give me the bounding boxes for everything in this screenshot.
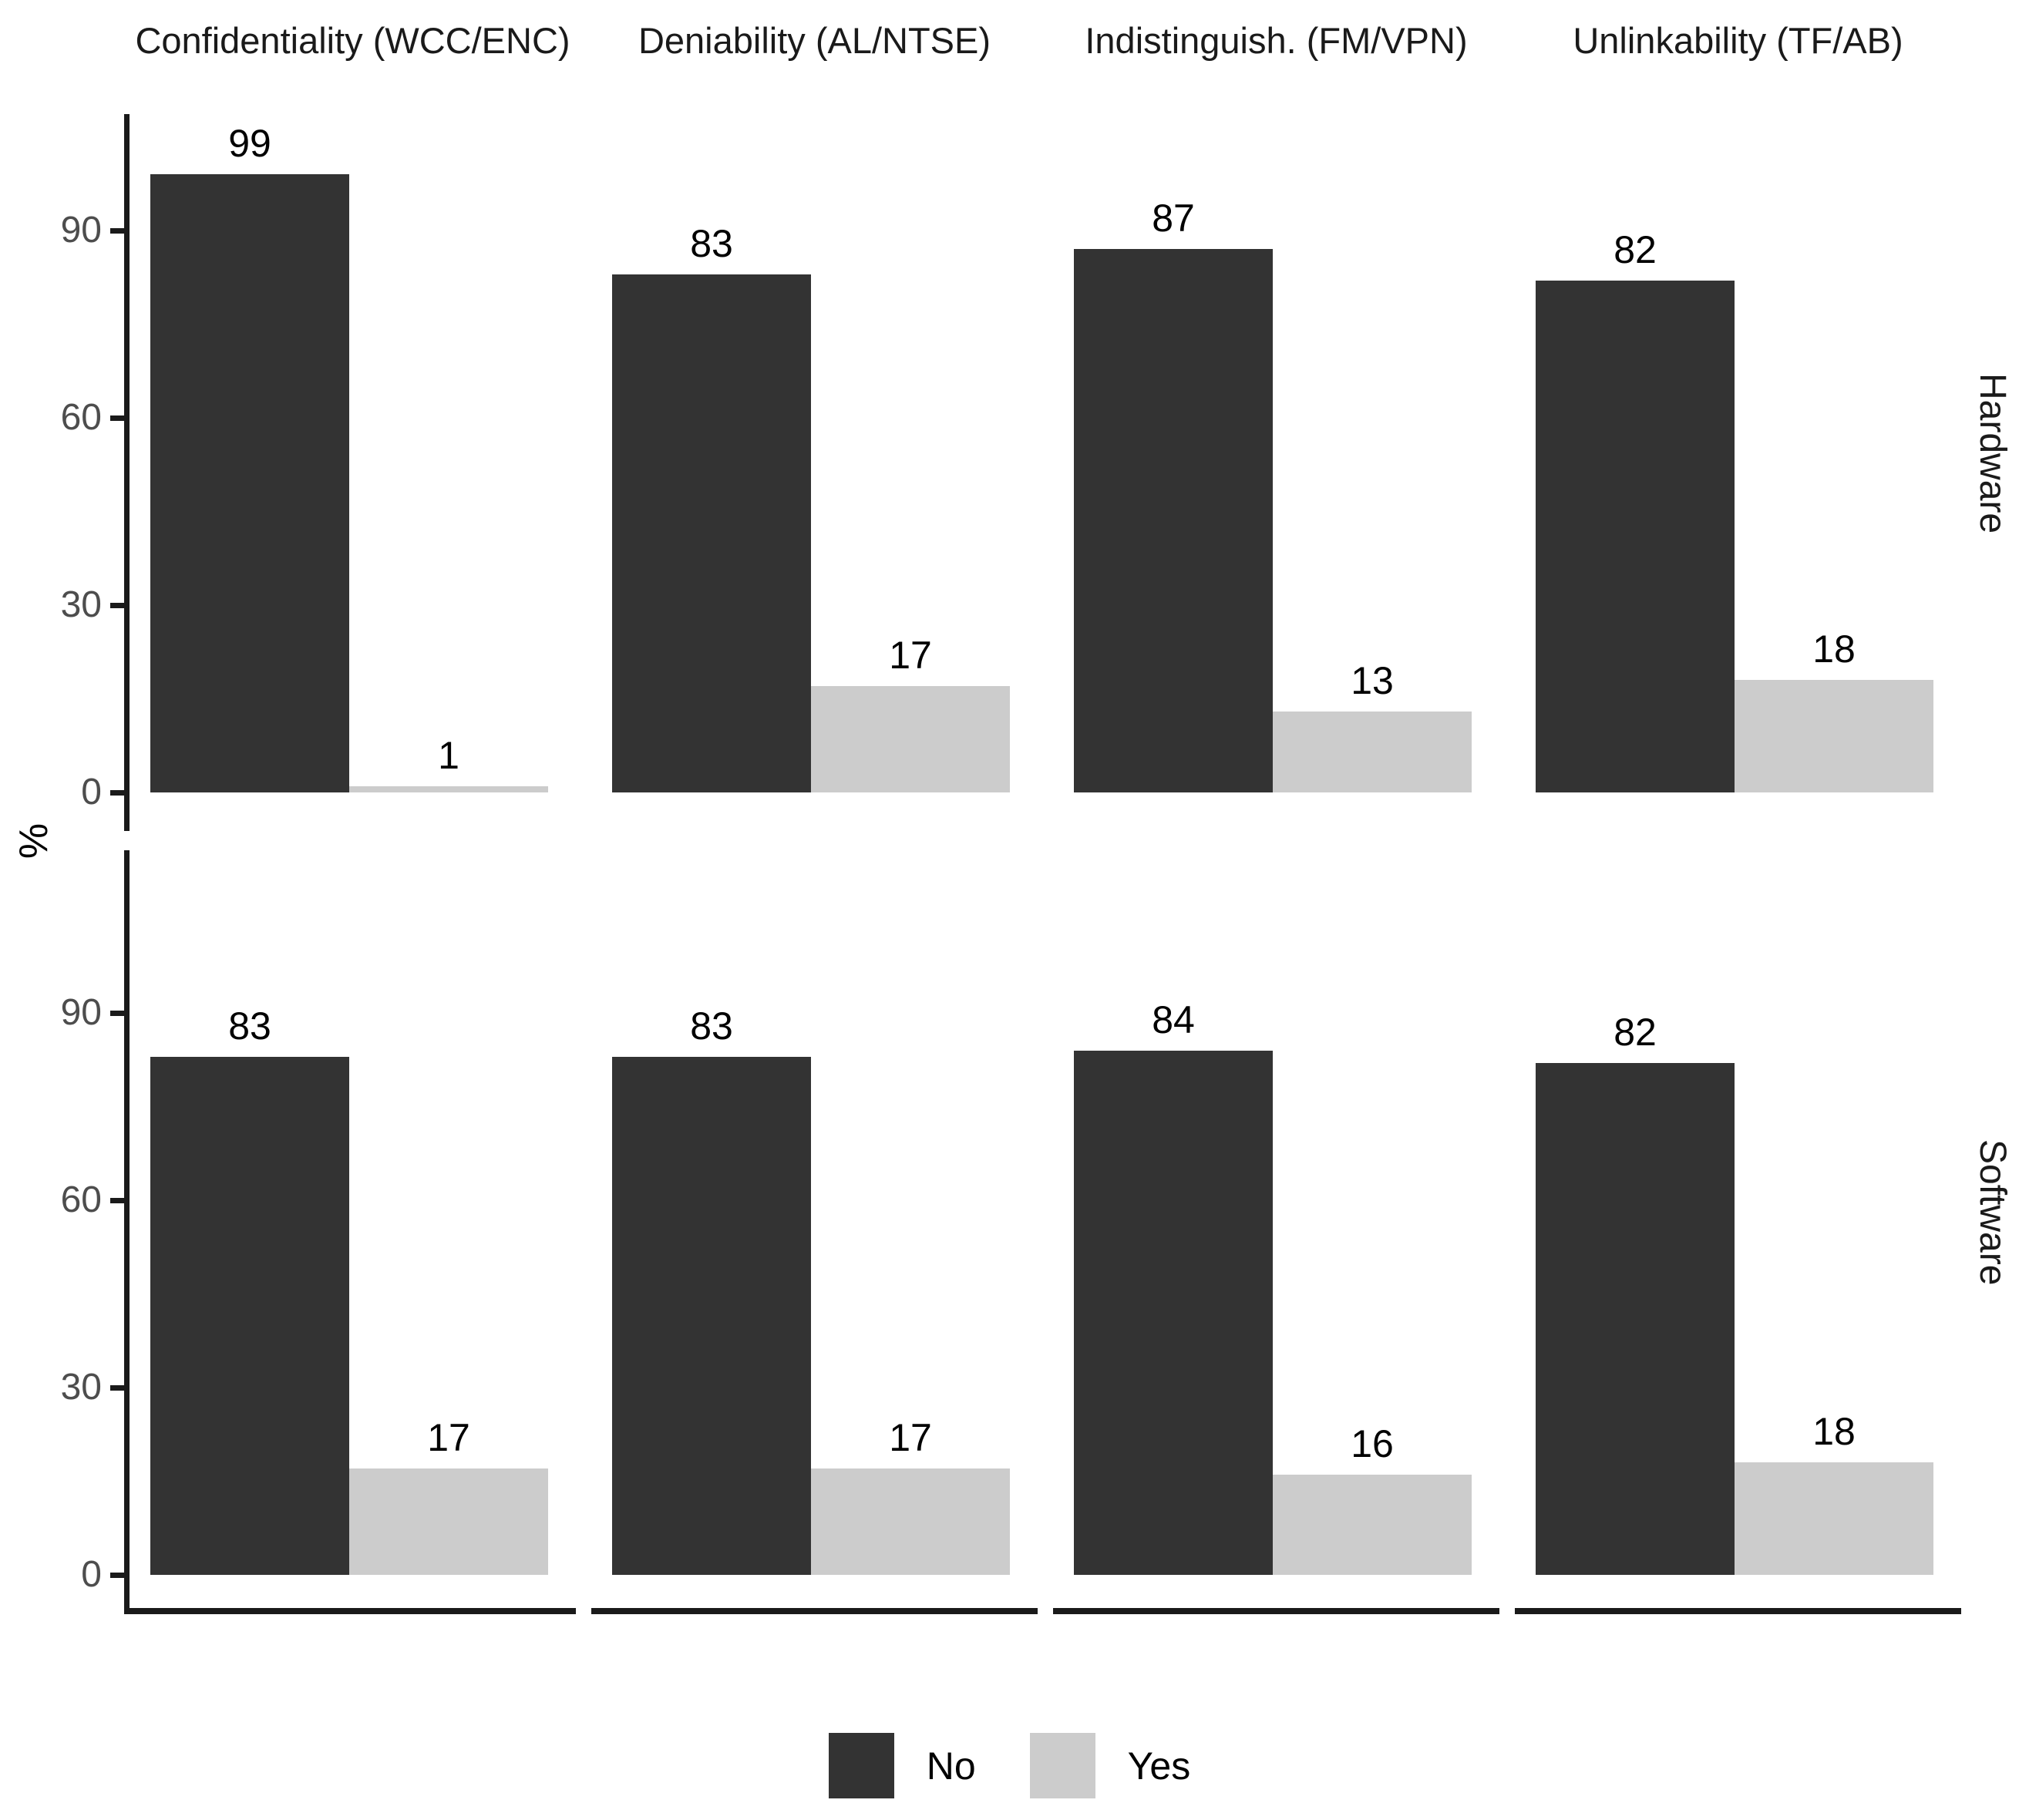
- bar-value-label: 83: [690, 222, 733, 265]
- y-axis-tick-label: 30: [60, 1367, 102, 1408]
- y-axis-tick: [110, 1011, 124, 1016]
- y-axis-tick: [110, 415, 124, 421]
- y-axis-line-1: [124, 850, 130, 1614]
- bar-yes-r1-c1: [811, 1468, 1010, 1575]
- x-axis-line-2: [1053, 1608, 1499, 1614]
- bar-value-label: 18: [1812, 627, 1856, 671]
- bar-yes-r1-c3: [1735, 1462, 1933, 1575]
- bar-yes-r0-c0: [349, 786, 548, 792]
- bar-value-label: 87: [1152, 197, 1195, 240]
- y-axis-tick-label: 30: [60, 584, 102, 625]
- bar-yes-r1-c0: [349, 1468, 548, 1575]
- bar-no-r1-c1: [612, 1057, 811, 1575]
- bar-no-r1-c0: [150, 1057, 349, 1575]
- legend-item-yes: Yes: [1029, 1733, 1191, 1798]
- legend-no-swatch: [828, 1733, 894, 1798]
- bar-value-label: 82: [1614, 1011, 1657, 1054]
- bar-no-r1-c3: [1536, 1063, 1735, 1575]
- y-axis-tick: [110, 790, 124, 796]
- y-axis-tick-label: 60: [60, 397, 102, 438]
- facet-row-title-software: Software: [1972, 1139, 2013, 1286]
- bar-yes-r0-c1: [811, 686, 1010, 792]
- bar-no-r0-c0: [150, 174, 349, 792]
- facet-row-title-hardware: Hardware: [1972, 372, 2013, 534]
- y-axis-tick-label: 60: [60, 1179, 102, 1220]
- y-axis-tick-label: 0: [81, 1554, 102, 1595]
- y-axis-tick-label: 90: [60, 992, 102, 1033]
- bar-value-label: 16: [1351, 1422, 1394, 1465]
- y-axis-tick: [110, 1198, 124, 1203]
- y-axis-tick: [110, 1385, 124, 1391]
- bar-value-label: 82: [1614, 228, 1657, 271]
- legend-yes-swatch: [1029, 1733, 1095, 1798]
- bar-no-r0-c3: [1536, 281, 1735, 792]
- x-axis-line-3: [1515, 1608, 1961, 1614]
- facet-column-title-2: Indistinguish. (FM/VPN): [1085, 20, 1468, 61]
- x-axis-line-1: [591, 1608, 1038, 1614]
- bar-value-label: 17: [889, 634, 932, 677]
- y-axis-title: %: [12, 823, 56, 860]
- legend-item-no: No: [828, 1733, 976, 1798]
- x-axis-line-0: [124, 1608, 576, 1614]
- bar-no-r0-c1: [612, 274, 811, 792]
- bar-value-label: 84: [1152, 998, 1195, 1041]
- bar-yes-r0-c2: [1273, 712, 1472, 792]
- bar-no-r1-c2: [1074, 1051, 1273, 1575]
- bar-yes-r0-c3: [1735, 680, 1933, 792]
- bar-value-label: 99: [228, 122, 271, 165]
- facet-column-title-0: Confidentiality (WCC/ENC): [135, 20, 570, 61]
- y-axis-line-0: [124, 114, 130, 831]
- bar-no-r0-c2: [1074, 249, 1273, 792]
- bar-value-label: 18: [1812, 1410, 1856, 1453]
- y-axis-tick-label: 90: [60, 210, 102, 251]
- bar-yes-r1-c2: [1273, 1475, 1472, 1575]
- legend-no-label: No: [926, 1744, 976, 1788]
- bar-value-label: 1: [438, 734, 459, 777]
- bar-value-label: 17: [427, 1416, 470, 1459]
- bar-value-label: 13: [1351, 659, 1394, 702]
- facet-column-title-1: Deniability (AL/NTSE): [638, 20, 991, 61]
- legend-yes-label: Yes: [1127, 1744, 1191, 1788]
- bar-value-label: 83: [228, 1004, 271, 1048]
- y-axis-tick: [110, 603, 124, 608]
- legend: No Yes: [0, 1733, 2019, 1798]
- y-axis-tick-label: 0: [81, 772, 102, 812]
- y-axis-tick: [110, 1573, 124, 1578]
- facet-column-title-3: Unlinkability (TF/AB): [1573, 20, 1903, 61]
- bar-value-label: 83: [690, 1004, 733, 1048]
- bar-value-label: 17: [889, 1416, 932, 1459]
- y-axis-tick: [110, 228, 124, 234]
